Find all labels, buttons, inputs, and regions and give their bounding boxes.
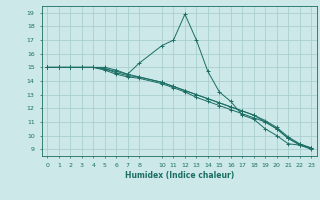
X-axis label: Humidex (Indice chaleur): Humidex (Indice chaleur) — [124, 171, 234, 180]
